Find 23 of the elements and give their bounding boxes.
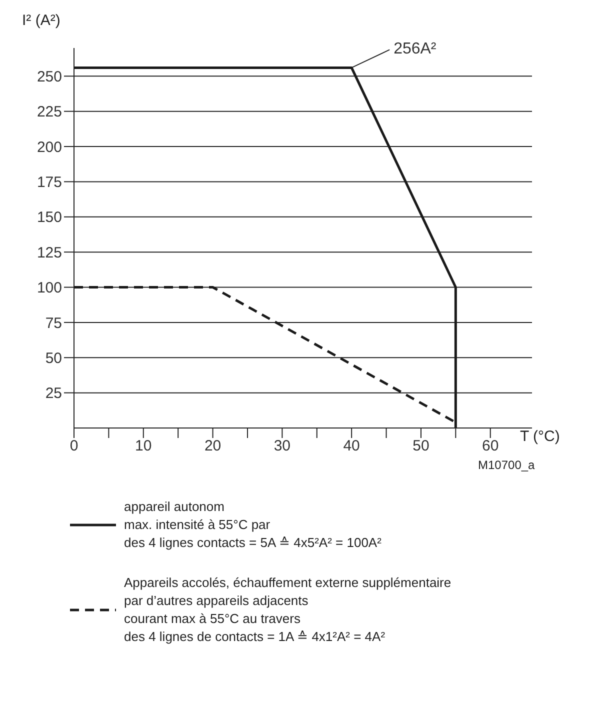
y-tick-label: 200 bbox=[36, 138, 62, 156]
y-tick-label: 175 bbox=[36, 174, 62, 192]
y-tick-label: 50 bbox=[45, 350, 62, 367]
y-tick-label: 125 bbox=[36, 244, 62, 262]
x-tick-label: 30 bbox=[274, 438, 291, 455]
x-tick-label: 50 bbox=[412, 438, 430, 455]
x-tick-label: 20 bbox=[204, 438, 222, 455]
y-tick-label: 25 bbox=[45, 385, 62, 402]
x-axis-title: T (°C) bbox=[520, 428, 560, 445]
legend-label: appareil autonom max. intensité à 55°C par des 4 lignes contacts = 5A ≙ 4x5²A² = 100A² bbox=[124, 498, 382, 552]
y-tick-label: 250 bbox=[36, 68, 62, 86]
x-tick-label: 40 bbox=[343, 438, 360, 455]
text: M10700_a bbox=[478, 458, 535, 472]
x-tick-label: 60 bbox=[482, 438, 499, 455]
y-tick-label: 75 bbox=[45, 314, 62, 332]
y-tick-label: 150 bbox=[36, 209, 62, 226]
y-tick-label: 225 bbox=[36, 104, 62, 121]
legend-label: Appareils accolés, échauffement externe supplémentaire par d’autres appareils adjacents courant max à 55°C au travers des 4 lignes de contacts = 1A ≙ 4x1²A² = 4A² bbox=[124, 574, 452, 646]
x-tick-label: 0 bbox=[70, 438, 78, 455]
y-axis-title: I² (A²) bbox=[22, 12, 60, 29]
annotation: 256A² bbox=[394, 40, 437, 58]
x-tick-label: 10 bbox=[135, 438, 152, 455]
y-tick-label: 100 bbox=[36, 280, 62, 297]
